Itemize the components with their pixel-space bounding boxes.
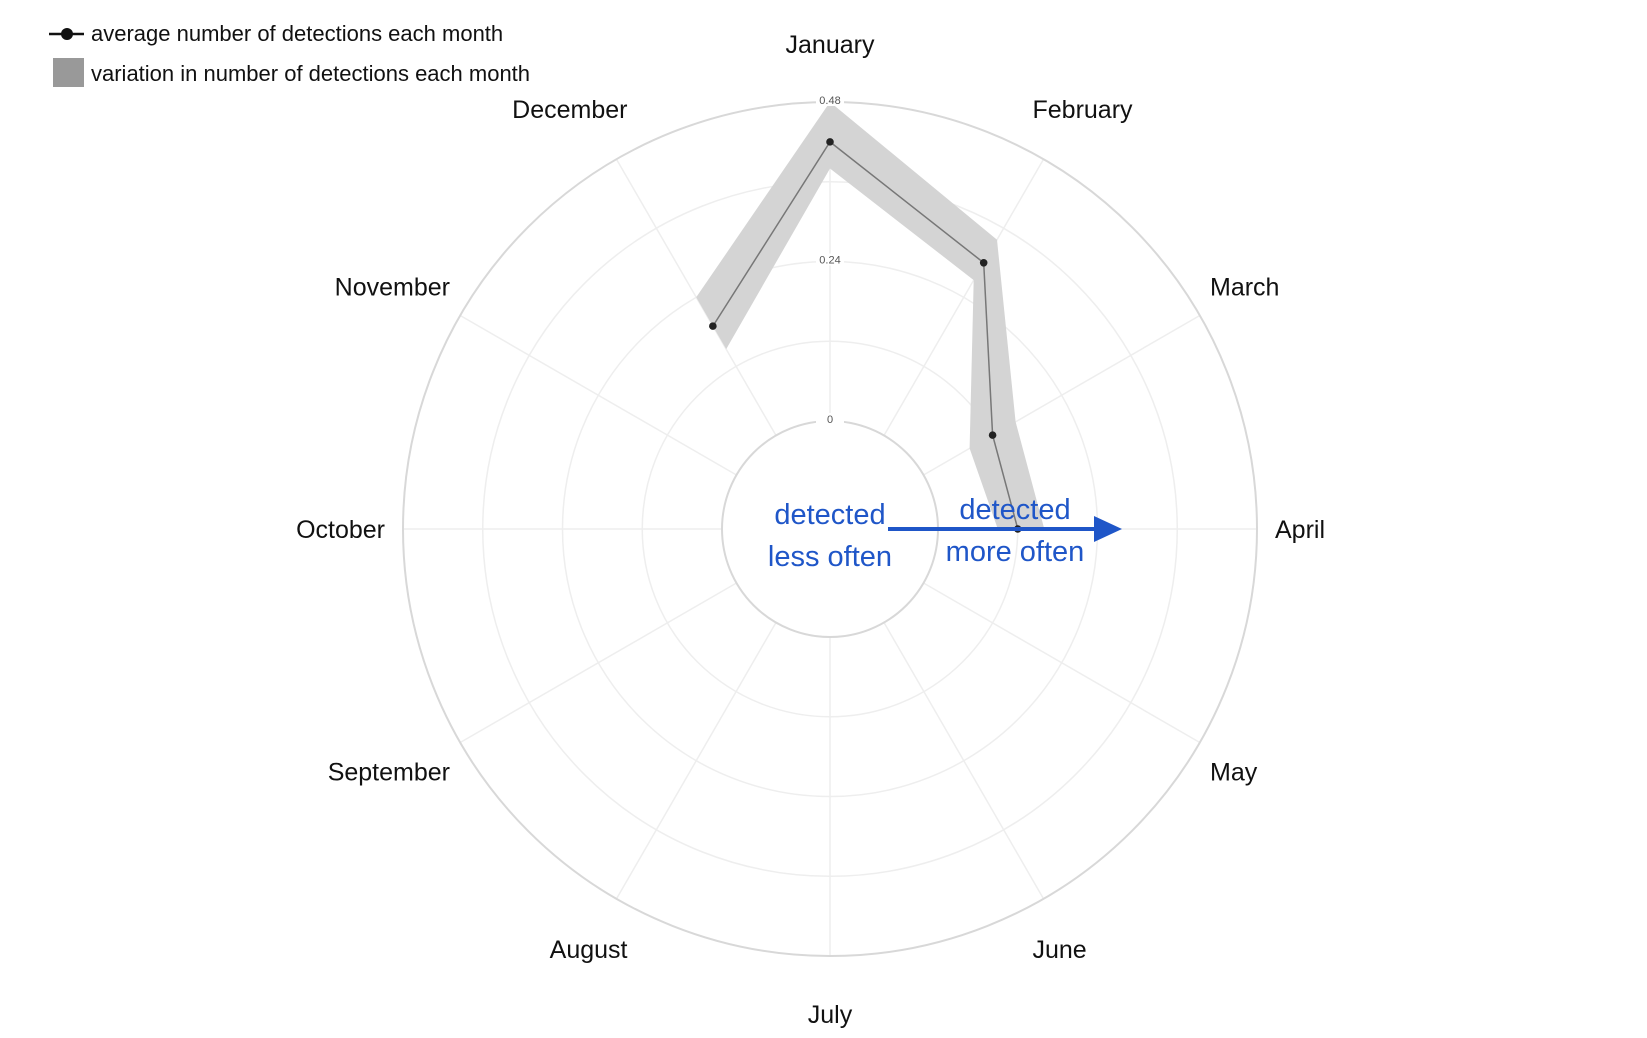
variation-band-layer <box>696 102 1045 529</box>
month-label-october: October <box>296 516 385 544</box>
radial-tick-labels: 0 0.24 0.48 <box>816 94 844 426</box>
average-line <box>712 140 1019 530</box>
month-label-january: January <box>786 31 875 59</box>
annotation-outer-line1: detected <box>959 494 1070 526</box>
legend-line-label: average number of detections each month <box>91 21 503 46</box>
legend-line-marker <box>49 28 84 40</box>
annotation-inner-line1: detected <box>774 499 885 531</box>
annotation-arrow-head <box>1094 516 1122 542</box>
data-point-december <box>709 322 717 330</box>
legend-band-swatch <box>53 58 84 87</box>
annotation-outer-line2: more often <box>946 536 1085 568</box>
variation-band <box>696 102 1045 529</box>
month-labels: January February March April May June July Augu… <box>296 31 1325 1029</box>
month-label-august: August <box>550 936 628 964</box>
average-line-layer <box>712 140 1019 530</box>
tick-label: 0 <box>827 414 833 426</box>
month-label-july: July <box>808 1001 853 1029</box>
grid-ring <box>482 181 1178 877</box>
data-point-january <box>826 138 834 146</box>
month-label-november: November <box>335 274 450 302</box>
legend-band-label: variation in number of detections each m… <box>91 61 530 86</box>
data-point-february <box>979 259 988 267</box>
tick-label: 0.24 <box>819 255 840 267</box>
tick-label: 0.48 <box>819 95 840 107</box>
month-label-june: June <box>1033 936 1087 964</box>
month-label-december: December <box>512 96 627 124</box>
month-label-march: March <box>1210 274 1279 302</box>
legend: average number of detections each month … <box>49 21 530 87</box>
month-label-september: September <box>328 759 450 787</box>
annotation-inner-line2: less often <box>768 541 892 573</box>
annotations: detected less often detected more often <box>768 494 1122 573</box>
tick-label-bg <box>816 413 844 425</box>
tick-label-bg <box>816 94 844 106</box>
month-label-february: February <box>1033 96 1134 124</box>
tick-label-bg <box>816 253 844 266</box>
data-point-march <box>988 431 997 439</box>
month-label-may: May <box>1210 759 1258 787</box>
month-label-april: April <box>1275 516 1325 544</box>
